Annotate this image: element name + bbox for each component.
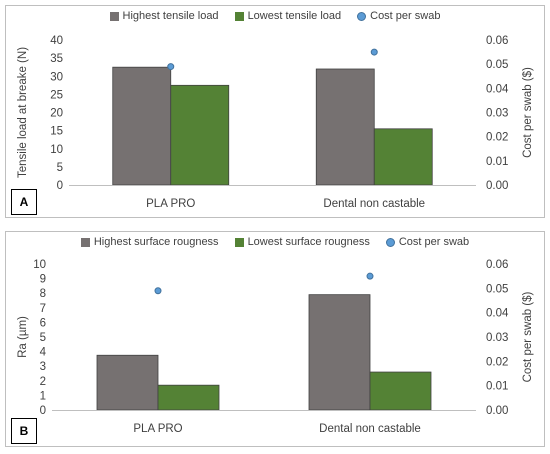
y2-tick-label: 0.03 (486, 332, 508, 344)
y-tick-label: 10 (50, 144, 63, 156)
y2-tick-label: 0.05 (486, 59, 508, 71)
cost-point-2 (366, 272, 374, 280)
bar-series-1-2 (308, 294, 371, 411)
legend-swatch-series-1 (109, 11, 119, 21)
legend-label-series-2: Lowest surface rougness (247, 236, 370, 248)
x-tick-label: Dental non castable (319, 423, 421, 435)
y2-tick-label: 0.00 (486, 180, 508, 192)
y-tick-label: 7 (40, 303, 46, 315)
legend-label-cost: Cost per swab (370, 10, 441, 22)
legend-label-series-1: Highest tensile load (122, 10, 219, 22)
y-tick-label: 9 (40, 274, 46, 286)
legend-item-cost: Cost per swab (385, 236, 470, 248)
y2-tick-label: 0.05 (486, 283, 508, 295)
y-tick-label: 1 (40, 390, 46, 402)
y2-tick-label: 0.02 (486, 132, 508, 144)
legend-label-cost: Cost per swab (398, 236, 470, 248)
panel-label-b: B (11, 418, 37, 444)
chart-a-plot: 0 5 10 15 20 25 30 35 40 0.00 0.01 0.02 0.03 0.04 0.05… (17, 35, 534, 210)
legend: Highest surface rougness Lowest surface … (6, 236, 544, 248)
y2-tick-label: 0.00 (486, 405, 508, 417)
y-tick-label: 6 (40, 317, 46, 329)
legend-item-series-2: Lowest tensile load (234, 10, 342, 22)
legend-item-cost: Cost per swab (357, 10, 440, 22)
y-axis-label: Tensile load at breake (N) (17, 47, 29, 178)
x-tick-label: PLA PRO (146, 198, 195, 210)
y-tick-label: 15 (50, 126, 63, 138)
x-tick-label: PLA PRO (133, 423, 182, 435)
legend-item-series-1: Highest surface rougness (80, 236, 219, 248)
cost-point-2 (370, 48, 378, 56)
legend-swatch-series-2 (234, 11, 244, 21)
y-tick-label: 25 (50, 89, 63, 101)
bar-series-2-2 (369, 371, 432, 411)
y-tick-label: 8 (40, 288, 46, 300)
bar-series-1-1 (96, 354, 159, 411)
legend-label-series-1: Highest surface rougness (93, 236, 219, 248)
cost-point-1 (154, 287, 162, 295)
chart-panel-a: Highest tensile load Lowest tensile load… (5, 5, 545, 218)
legend-swatch-series-2 (234, 237, 244, 247)
cost-point-1 (167, 63, 175, 71)
bar-series-2-1 (170, 84, 230, 186)
y-tick-label: 5 (40, 332, 46, 344)
legend-label-series-2: Lowest tensile load (247, 10, 342, 22)
bar-series-1-1 (112, 66, 172, 186)
chart-b-plot: 0 1 2 3 4 5 6 7 8 9 10 0.00 0.01 0.02 0.03 0.04 0.05 0.06… (17, 259, 534, 435)
y-tick-label: 20 (50, 108, 63, 120)
y-tick-label: 3 (40, 361, 46, 373)
bar-series-1-2 (315, 68, 375, 186)
panel-label-a: A (11, 189, 37, 215)
y2-tick-label: 0.01 (486, 381, 508, 393)
legend-marker-cost (385, 237, 395, 247)
y2-tick-label: 0.04 (486, 83, 509, 95)
legend-item-series-1: Highest tensile load (109, 10, 219, 22)
y2-tick-label: 0.01 (486, 156, 508, 168)
legend-marker-cost (357, 11, 367, 21)
y2-axis-label: Cost per swab ($) (522, 67, 534, 158)
bar-series-2-1 (157, 384, 220, 411)
y-tick-label: 10 (33, 259, 46, 271)
chart-panel-b: Highest surface rougness Lowest surface … (5, 231, 545, 447)
y2-tick-label: 0.06 (486, 259, 508, 271)
y-axis-label: Ra (µm) (17, 316, 29, 358)
y-tick-label: 4 (40, 347, 47, 359)
y-tick-label: 2 (40, 376, 46, 388)
y-tick-label: 0 (40, 405, 46, 417)
y2-tick-label: 0.02 (486, 356, 508, 368)
y-tick-label: 0 (57, 180, 63, 192)
bar-series-2-2 (373, 128, 433, 186)
y-tick-label: 5 (57, 162, 63, 174)
y-tick-label: 35 (50, 53, 63, 65)
y2-tick-label: 0.03 (486, 108, 508, 120)
legend-item-series-2: Lowest surface rougness (234, 236, 370, 248)
y-tick-label: 30 (50, 71, 63, 83)
y-tick-label: 40 (50, 35, 63, 47)
y2-tick-label: 0.04 (486, 308, 509, 320)
y2-axis-label: Cost per swab ($) (522, 291, 534, 382)
x-tick-label: Dental non castable (323, 198, 425, 210)
y2-tick-label: 0.06 (486, 35, 508, 47)
legend: Highest tensile load Lowest tensile load… (6, 10, 544, 22)
legend-swatch-series-1 (80, 237, 90, 247)
